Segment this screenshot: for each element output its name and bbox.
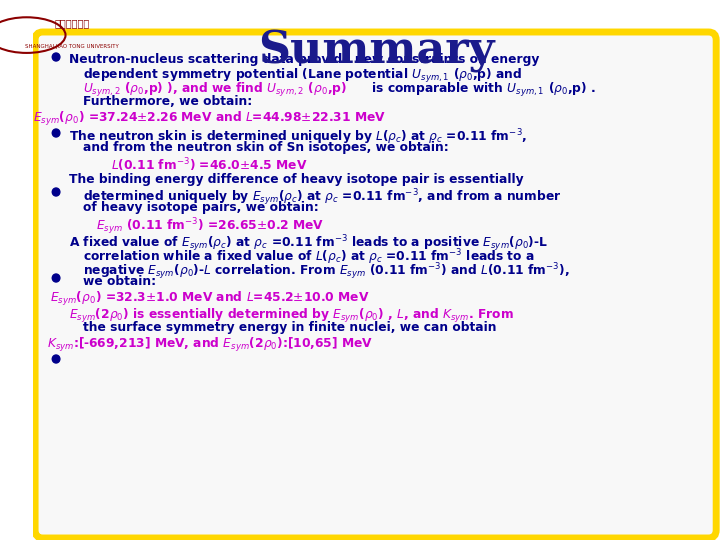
Text: $L$(0.11 fm$^{-3}$) =46.0$\pm$4.5 MeV: $L$(0.11 fm$^{-3}$) =46.0$\pm$4.5 MeV — [112, 156, 308, 173]
Text: $E_{sym}$($\rho_0$) =32.3$\pm$1.0 MeV and $L$=45.2$\pm$10.0 MeV: $E_{sym}$($\rho_0$) =32.3$\pm$1.0 MeV an… — [50, 290, 369, 308]
Text: correlation while a fixed value of $L$($\rho_c$) at $\rho_c$ =0.11 fm$^{-3}$ lea: correlation while a fixed value of $L$($… — [83, 247, 535, 267]
Text: Summary: Summary — [258, 30, 495, 73]
Text: determined uniquely by $E_{sym}$($\rho_c$) at $\rho_c$ =0.11 fm$^{-3}$, and from: determined uniquely by $E_{sym}$($\rho_c… — [83, 187, 562, 207]
Circle shape — [53, 188, 60, 196]
Text: $K_{sym}$:[-669,213] MeV, and $E_{sym}$(2$\rho_0$):[10,65] MeV: $K_{sym}$:[-669,213] MeV, and $E_{sym}$(… — [47, 336, 373, 354]
Text: $E_{sym}$($\rho_0$) =37.24$\pm$2.26 MeV and $L$=44.98$\pm$22.31 MeV: $E_{sym}$($\rho_0$) =37.24$\pm$2.26 MeV … — [33, 110, 386, 128]
FancyBboxPatch shape — [35, 32, 716, 538]
Text: Furthermore, we obtain:: Furthermore, we obtain: — [83, 95, 252, 108]
Text: the surface symmetry energy in finite nuclei, we can obtain: the surface symmetry energy in finite nu… — [83, 321, 496, 334]
Text: A fixed value of $E_{sym}$($\rho_c$) at $\rho_c$ =0.11 fm$^{-3}$ leads to a posi: A fixed value of $E_{sym}$($\rho_c$) at … — [69, 233, 549, 254]
Text: of heavy isotope pairs, we obtain:: of heavy isotope pairs, we obtain: — [83, 201, 318, 214]
Circle shape — [53, 274, 60, 282]
Circle shape — [53, 53, 60, 61]
Text: SHANGHAI JIAO TONG UNIVERSITY: SHANGHAI JIAO TONG UNIVERSITY — [25, 44, 119, 50]
Text: Neutron-nucleus scattering data provide new constraints on energy: Neutron-nucleus scattering data provide … — [69, 53, 540, 66]
Text: dependent symmetry potential (Lane potential $U_{sym,1}$ ($\rho_0$,p) and: dependent symmetry potential (Lane poten… — [83, 67, 522, 85]
Text: negative $E_{sym}$($\rho_0$)-$L$ correlation. From $E_{sym}$ (0.11 fm$^{-3}$) an: negative $E_{sym}$($\rho_0$)-$L$ correla… — [83, 261, 570, 281]
Text: $U_{sym,2}$ ($\rho_0$,p) ), and we find $U_{sym,2}$ ($\rho_0$,p): $U_{sym,2}$ ($\rho_0$,p) ), and we find … — [83, 81, 347, 99]
Text: is comparable with $U_{sym,1}$ ($\rho_0$,p) .: is comparable with $U_{sym,1}$ ($\rho_0$… — [367, 81, 596, 99]
Text: 上海交通大学: 上海交通大学 — [55, 18, 89, 28]
Circle shape — [53, 355, 60, 363]
Text: $E_{sym}$ (0.11 fm$^{-3}$) =26.65$\pm$0.2 MeV: $E_{sym}$ (0.11 fm$^{-3}$) =26.65$\pm$0.… — [96, 216, 324, 237]
Text: The binding energy difference of heavy isotope pair is essentially: The binding energy difference of heavy i… — [69, 173, 524, 186]
Text: $E_{sym}$(2$\rho_0$) is essentially determined by $E_{sym}$($\rho_0$) , $L$, and: $E_{sym}$(2$\rho_0$) is essentially dete… — [69, 307, 514, 325]
Text: and from the neutron skin of Sn isotopes, we obtain:: and from the neutron skin of Sn isotopes… — [83, 141, 449, 154]
Text: The neutron skin is determined uniquely by $L$($\rho_c$) at $\rho_c$ =0.11 fm$^{: The neutron skin is determined uniquely … — [69, 127, 528, 146]
Circle shape — [53, 129, 60, 137]
Text: we obtain:: we obtain: — [83, 275, 156, 288]
